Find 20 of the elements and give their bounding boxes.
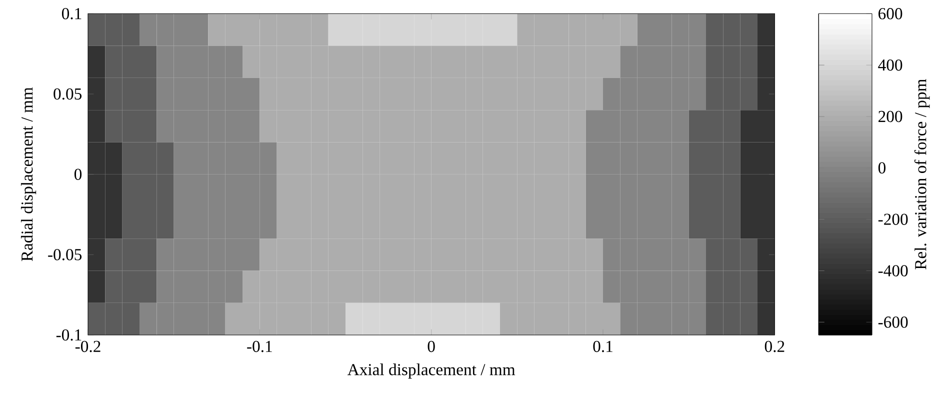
color-bar-label: 200 xyxy=(878,110,902,122)
x-tick-label: 0.1 xyxy=(593,340,612,352)
color-bar-label: 400 xyxy=(878,59,902,71)
y-axis-title: Radial displacement / mm xyxy=(20,87,36,262)
x-tick-label: 0.2 xyxy=(764,340,784,352)
x-tick-label: -0.1 xyxy=(247,340,272,352)
y-tick-label: -0.1 xyxy=(56,329,82,341)
color-bar-label: -200 xyxy=(878,214,908,225)
y-tick-label: -0.05 xyxy=(48,249,82,260)
color-bar-label: -400 xyxy=(878,265,908,276)
x-tick-label: 0 xyxy=(428,340,435,352)
color-bar-label: -600 xyxy=(878,316,908,328)
x-tick-label: -0.2 xyxy=(75,340,100,352)
y-tick-label: 0 xyxy=(74,168,82,180)
y-tick-label: 0.1 xyxy=(62,8,82,20)
color-bar-title: Rel. variation of force / ppm xyxy=(914,79,930,270)
y-tick-label: 0.05 xyxy=(54,88,82,100)
color-bar-label: 600 xyxy=(878,8,902,20)
x-axis-title: Axial displacement / mm xyxy=(347,364,516,379)
color-bar-label: 0 xyxy=(878,162,886,174)
